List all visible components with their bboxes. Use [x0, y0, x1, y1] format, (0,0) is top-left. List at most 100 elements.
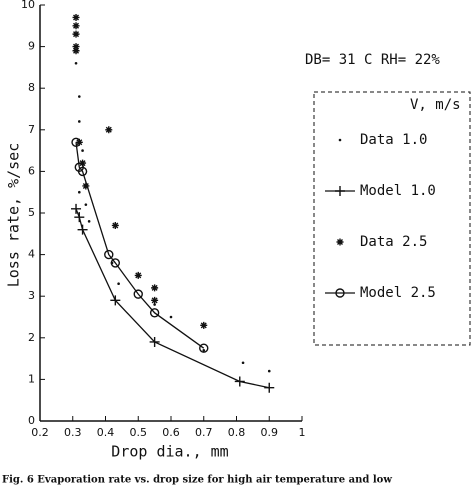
y-tick-label: 3 [28, 289, 35, 302]
dot [117, 282, 120, 286]
caption: Fig. 6 Evaporation rate vs. drop size fo… [2, 475, 392, 486]
x-tick-label: 1 [299, 426, 306, 439]
marker [78, 95, 81, 98]
y-tick-label: 1 [28, 372, 35, 385]
open-circle [149, 308, 160, 318]
marker [110, 258, 121, 268]
star [111, 221, 119, 229]
dot [84, 203, 88, 206]
star [72, 47, 80, 55]
plus [110, 295, 121, 306]
marker [84, 203, 88, 206]
plus [264, 382, 275, 393]
y-tick-label: 5 [28, 206, 35, 219]
star [72, 43, 80, 51]
marker [82, 182, 90, 190]
star [134, 271, 142, 279]
x-tick-label: 0.9 [261, 426, 279, 439]
star [75, 138, 83, 146]
marker [241, 361, 245, 365]
dot [78, 120, 81, 123]
plus [77, 224, 88, 235]
marker [72, 47, 80, 55]
marker [79, 159, 87, 167]
marker [149, 308, 160, 318]
star [82, 182, 90, 190]
legend-entry: Data 1.0 [360, 132, 427, 148]
dot [78, 190, 81, 194]
legend-entry: Model 2.5 [325, 285, 436, 301]
marker [104, 249, 114, 260]
legend-label: Model 1.0 [360, 183, 436, 199]
marker [199, 343, 209, 353]
star [151, 284, 159, 292]
dot [202, 348, 206, 352]
marker [77, 224, 88, 235]
y-tick-label: 10 [21, 0, 35, 11]
dot [87, 220, 91, 223]
star [151, 296, 159, 304]
dot [153, 303, 156, 306]
x-tick-label: 0.7 [195, 426, 213, 439]
plus [234, 376, 245, 387]
marker [234, 376, 245, 387]
marker [87, 220, 91, 223]
marker [105, 126, 113, 134]
marker [72, 22, 80, 30]
y-tick-label: 0 [28, 414, 35, 427]
marker [111, 221, 119, 229]
x-tick-label: 0.3 [64, 426, 82, 439]
marker [117, 282, 120, 286]
legend-box [313, 91, 471, 346]
legend-label: Data 1.0 [360, 132, 427, 148]
open-circle [71, 137, 81, 147]
y-tick-label: 7 [28, 123, 35, 136]
plus [71, 203, 82, 214]
plus [335, 186, 345, 196]
marker [153, 303, 156, 306]
y-tick-label: 2 [28, 331, 35, 344]
marker [151, 296, 159, 304]
star [72, 22, 80, 30]
open-circle [77, 166, 88, 177]
y-axis-label: Loss rate, %/sec [5, 143, 23, 288]
dot [78, 95, 81, 98]
x-tick-label: 0.6 [162, 426, 180, 439]
marker [149, 336, 160, 347]
x-tick-label: 0.4 [97, 426, 115, 439]
marker [74, 61, 78, 65]
dot [338, 138, 342, 142]
star [72, 13, 80, 21]
marker [264, 382, 275, 393]
legend-label: Model 2.5 [360, 285, 436, 301]
x-tick-label: 0.2 [31, 426, 49, 439]
marker [336, 238, 344, 246]
marker [200, 321, 208, 329]
plus [74, 212, 85, 223]
y-tick-label: 6 [28, 164, 35, 177]
marker [133, 289, 143, 299]
open-circle [104, 249, 114, 260]
y-tick-label: 8 [28, 81, 35, 94]
x-tick-label: 0.8 [228, 426, 246, 439]
marker [72, 30, 80, 38]
marker [202, 348, 206, 352]
dot [169, 315, 173, 319]
legend-entry: Data 2.5 [360, 234, 427, 250]
dot [241, 361, 245, 365]
y-tick-label: 4 [28, 248, 35, 261]
open-circle [110, 258, 121, 268]
legend-title: V, m/s [410, 97, 461, 113]
dot [81, 149, 84, 152]
marker [74, 212, 85, 223]
marker [75, 138, 83, 146]
marker [335, 186, 345, 196]
star [105, 126, 113, 134]
marker [81, 149, 84, 152]
x-tick-label: 0.5 [130, 426, 148, 439]
dot [267, 369, 271, 373]
marker [335, 288, 345, 298]
marker [71, 203, 82, 214]
marker [71, 137, 81, 147]
